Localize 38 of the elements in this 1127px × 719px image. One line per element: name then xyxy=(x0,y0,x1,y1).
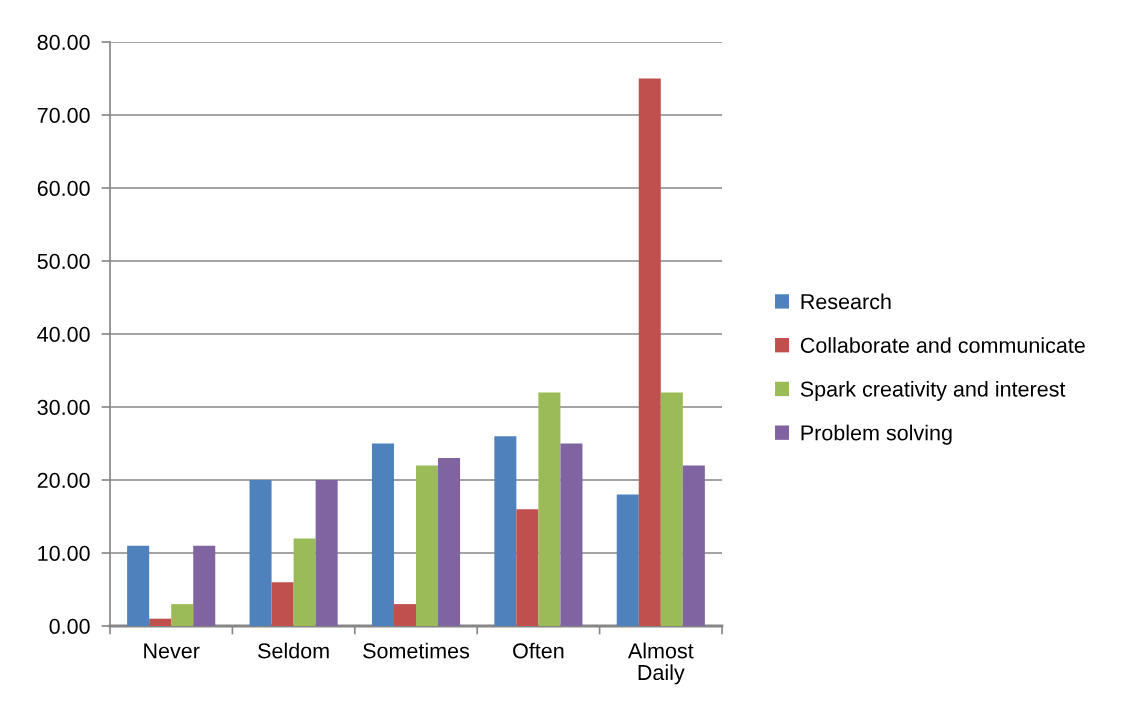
legend-label: Problem solving xyxy=(801,424,952,445)
bar xyxy=(616,494,639,626)
y-tick-label: 60.00 xyxy=(37,180,90,197)
bar xyxy=(660,392,683,626)
bar xyxy=(249,480,272,626)
x-tick-label: Often xyxy=(513,642,564,659)
bar xyxy=(171,604,194,626)
legend-label: Spark creativity and interest xyxy=(800,380,1066,401)
y-tick-label: 80.00 xyxy=(37,34,90,51)
y-tick-label: 20.00 xyxy=(37,472,90,489)
bar xyxy=(682,465,705,626)
y-tick-label: 70.00 xyxy=(37,107,90,124)
bar xyxy=(560,443,583,626)
x-tick-label: Almost Daily xyxy=(627,642,694,685)
bar xyxy=(271,582,294,626)
bar xyxy=(371,443,394,626)
bar xyxy=(315,480,338,626)
x-tick-label: Seldom xyxy=(258,642,329,659)
bar xyxy=(538,392,561,626)
legend-label: Research xyxy=(801,293,891,310)
bar xyxy=(416,465,439,626)
x-tick-label: Sometimes xyxy=(363,642,470,659)
bar xyxy=(516,509,539,626)
y-tick-label: 0.00 xyxy=(49,618,90,635)
bar xyxy=(494,436,517,626)
y-tick-label: 30.00 xyxy=(37,399,90,416)
y-tick-label: 50.00 xyxy=(37,253,90,270)
bar xyxy=(438,458,461,626)
y-tick-label: 10.00 xyxy=(38,545,90,562)
y-tick-label: 40.00 xyxy=(37,326,90,343)
bar xyxy=(293,538,316,626)
bar xyxy=(193,545,216,626)
bar xyxy=(638,78,661,626)
bar xyxy=(149,618,172,626)
bar xyxy=(393,604,416,626)
legend-label: Collaborate and communicate xyxy=(800,337,1085,353)
x-tick-label: Never xyxy=(144,643,200,659)
bar xyxy=(127,545,150,626)
